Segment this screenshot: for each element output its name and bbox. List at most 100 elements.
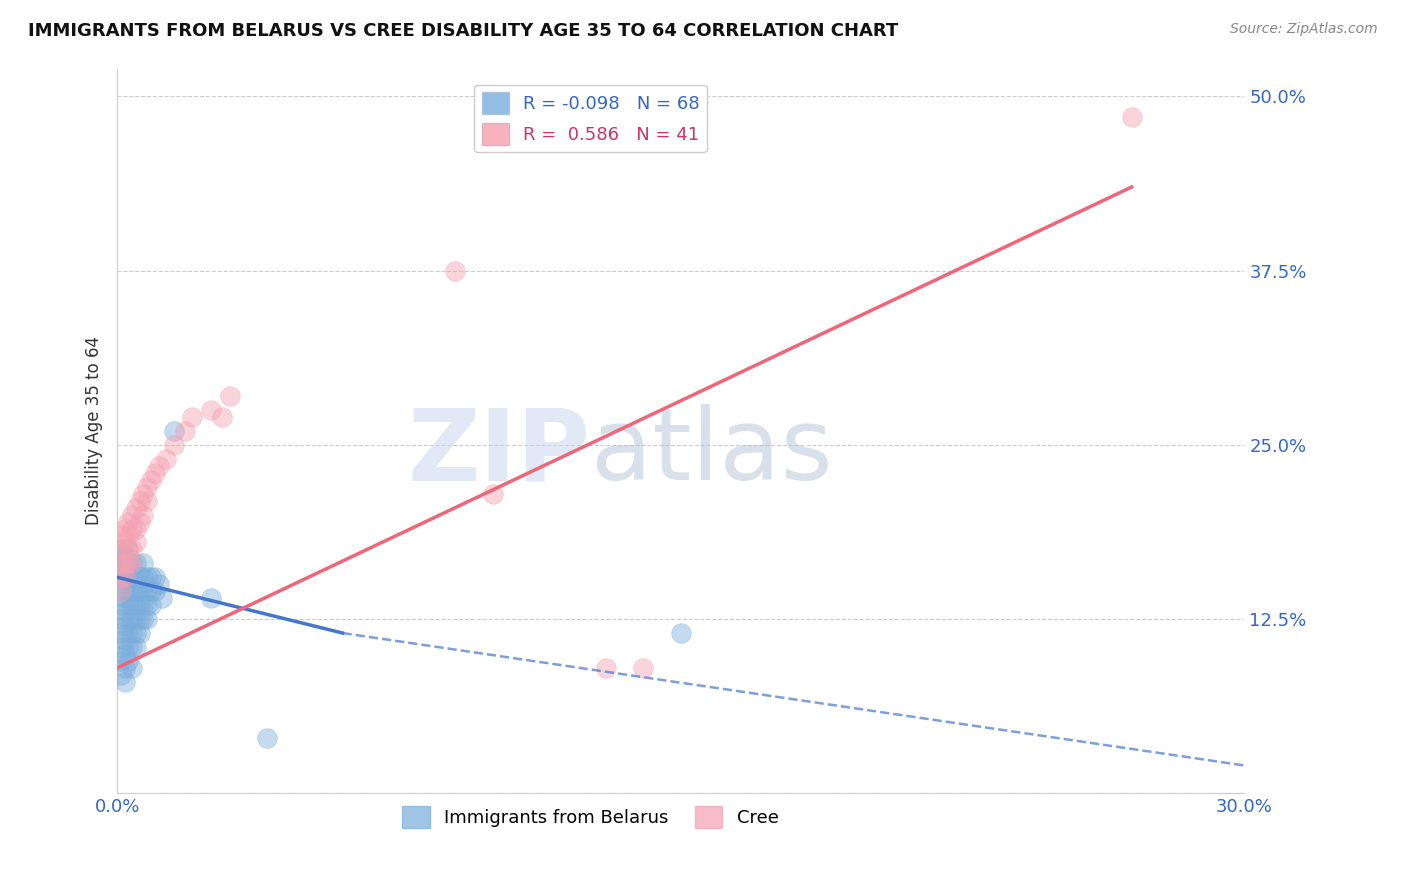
Point <box>121 570 143 584</box>
Point <box>110 542 132 557</box>
Point <box>114 591 136 606</box>
Point <box>173 424 195 438</box>
Point <box>143 466 166 480</box>
Point <box>128 515 150 529</box>
Point <box>110 612 132 626</box>
Point <box>482 486 505 500</box>
Point <box>139 473 162 487</box>
Text: IMMIGRANTS FROM BELARUS VS CREE DISABILITY AGE 35 TO 64 CORRELATION CHART: IMMIGRANTS FROM BELARUS VS CREE DISABILI… <box>28 22 898 40</box>
Point <box>110 570 132 584</box>
Point <box>128 584 150 599</box>
Point <box>128 570 150 584</box>
Point <box>148 458 170 473</box>
Point <box>139 570 162 584</box>
Point <box>631 661 654 675</box>
Point <box>132 612 155 626</box>
Point <box>114 661 136 675</box>
Point <box>121 584 143 599</box>
Point <box>110 598 132 612</box>
Point <box>136 493 159 508</box>
Point <box>128 626 150 640</box>
Point <box>114 563 136 577</box>
Point <box>110 654 132 668</box>
Point <box>148 577 170 591</box>
Point <box>1121 111 1143 125</box>
Text: atlas: atlas <box>591 404 832 501</box>
Point <box>155 451 177 466</box>
Point <box>114 619 136 633</box>
Point <box>136 570 159 584</box>
Point <box>110 640 132 654</box>
Point <box>117 515 139 529</box>
Point <box>117 557 139 571</box>
Point <box>114 577 136 591</box>
Point <box>121 661 143 675</box>
Point <box>132 486 155 500</box>
Point <box>256 731 278 745</box>
Point <box>132 557 155 571</box>
Point <box>125 640 148 654</box>
Point <box>117 542 139 557</box>
Point <box>136 584 159 599</box>
Point <box>121 598 143 612</box>
Point <box>117 542 139 557</box>
Point <box>669 626 692 640</box>
Point <box>125 535 148 549</box>
Point <box>121 626 143 640</box>
Point <box>110 584 132 599</box>
Point <box>211 409 233 424</box>
Point <box>114 535 136 549</box>
Point <box>143 584 166 599</box>
Point <box>595 661 617 675</box>
Point <box>110 557 132 571</box>
Point <box>117 612 139 626</box>
Point <box>114 521 136 535</box>
Point <box>181 409 204 424</box>
Point <box>125 598 148 612</box>
Point <box>150 591 173 606</box>
Point <box>114 647 136 661</box>
Point <box>117 557 139 571</box>
Point <box>132 570 155 584</box>
Point <box>114 549 136 564</box>
Point <box>444 263 467 277</box>
Point <box>143 570 166 584</box>
Point <box>117 528 139 542</box>
Point <box>114 674 136 689</box>
Point <box>200 591 222 606</box>
Point <box>110 584 132 599</box>
Point <box>200 403 222 417</box>
Text: Source: ZipAtlas.com: Source: ZipAtlas.com <box>1230 22 1378 37</box>
Point <box>121 508 143 522</box>
Point <box>132 598 155 612</box>
Point <box>117 598 139 612</box>
Point <box>136 598 159 612</box>
Point <box>121 542 143 557</box>
Point <box>121 521 143 535</box>
Point <box>136 612 159 626</box>
Point <box>110 528 132 542</box>
Point <box>136 480 159 494</box>
Point <box>125 612 148 626</box>
Point <box>114 633 136 648</box>
Point <box>125 570 148 584</box>
Point <box>121 612 143 626</box>
Point <box>162 438 184 452</box>
Point <box>121 640 143 654</box>
Point <box>110 626 132 640</box>
Point <box>117 584 139 599</box>
Point <box>114 605 136 619</box>
Point <box>121 557 143 571</box>
Point <box>110 668 132 682</box>
Point <box>128 493 150 508</box>
Point <box>128 612 150 626</box>
Point <box>110 557 132 571</box>
Text: ZIP: ZIP <box>408 404 591 501</box>
Y-axis label: Disability Age 35 to 64: Disability Age 35 to 64 <box>86 336 103 525</box>
Point <box>117 626 139 640</box>
Point <box>125 557 148 571</box>
Point <box>125 626 148 640</box>
Point <box>110 542 132 557</box>
Point <box>125 500 148 515</box>
Point <box>219 389 242 403</box>
